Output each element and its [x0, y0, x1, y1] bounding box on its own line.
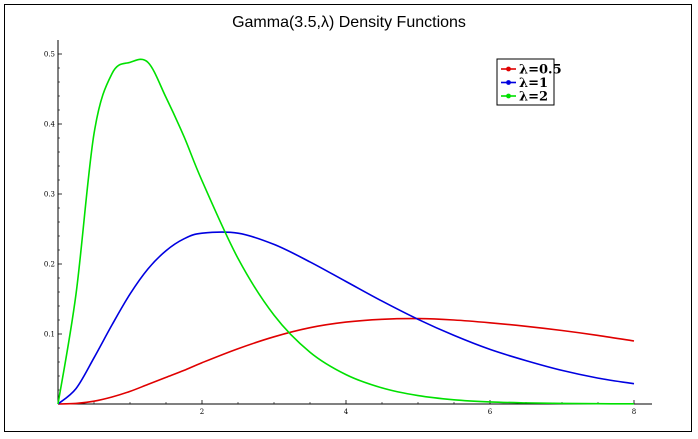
series-line-1: [57, 317, 635, 405]
chart-title: Gamma(3.5,λ) Density Functions: [232, 14, 466, 31]
y-tick-label: 0.1: [44, 331, 55, 339]
series-line-3: [57, 58, 635, 405]
y-tick-label: 0.2: [44, 261, 55, 269]
x-tick-label: 6: [488, 408, 493, 416]
x-tick-label: 8: [632, 408, 636, 416]
series-line-2: [57, 231, 635, 405]
legend-label: λ=2: [519, 90, 548, 105]
legend-swatch-marker: [506, 66, 511, 72]
x-tick-label: 4: [344, 408, 349, 416]
legend-swatch-marker: [506, 93, 511, 99]
legend-label: λ=0.5: [519, 63, 562, 78]
legend-swatch-marker: [506, 80, 511, 85]
chart-frame: [4, 4, 692, 432]
series-layer: [57, 58, 635, 405]
y-tick-label: 0.5: [44, 51, 55, 59]
x-tick-label: 2: [200, 408, 204, 416]
legend: λ=0.5λ=1λ=2: [496, 58, 562, 106]
axes: 2 4 6 8 0.1 0.2 0.3 0.4 0.5: [44, 40, 652, 416]
legend-label: λ=1: [519, 76, 548, 91]
y-tick-label: 0.3: [44, 191, 55, 199]
y-tick-label: 0.4: [44, 121, 56, 129]
